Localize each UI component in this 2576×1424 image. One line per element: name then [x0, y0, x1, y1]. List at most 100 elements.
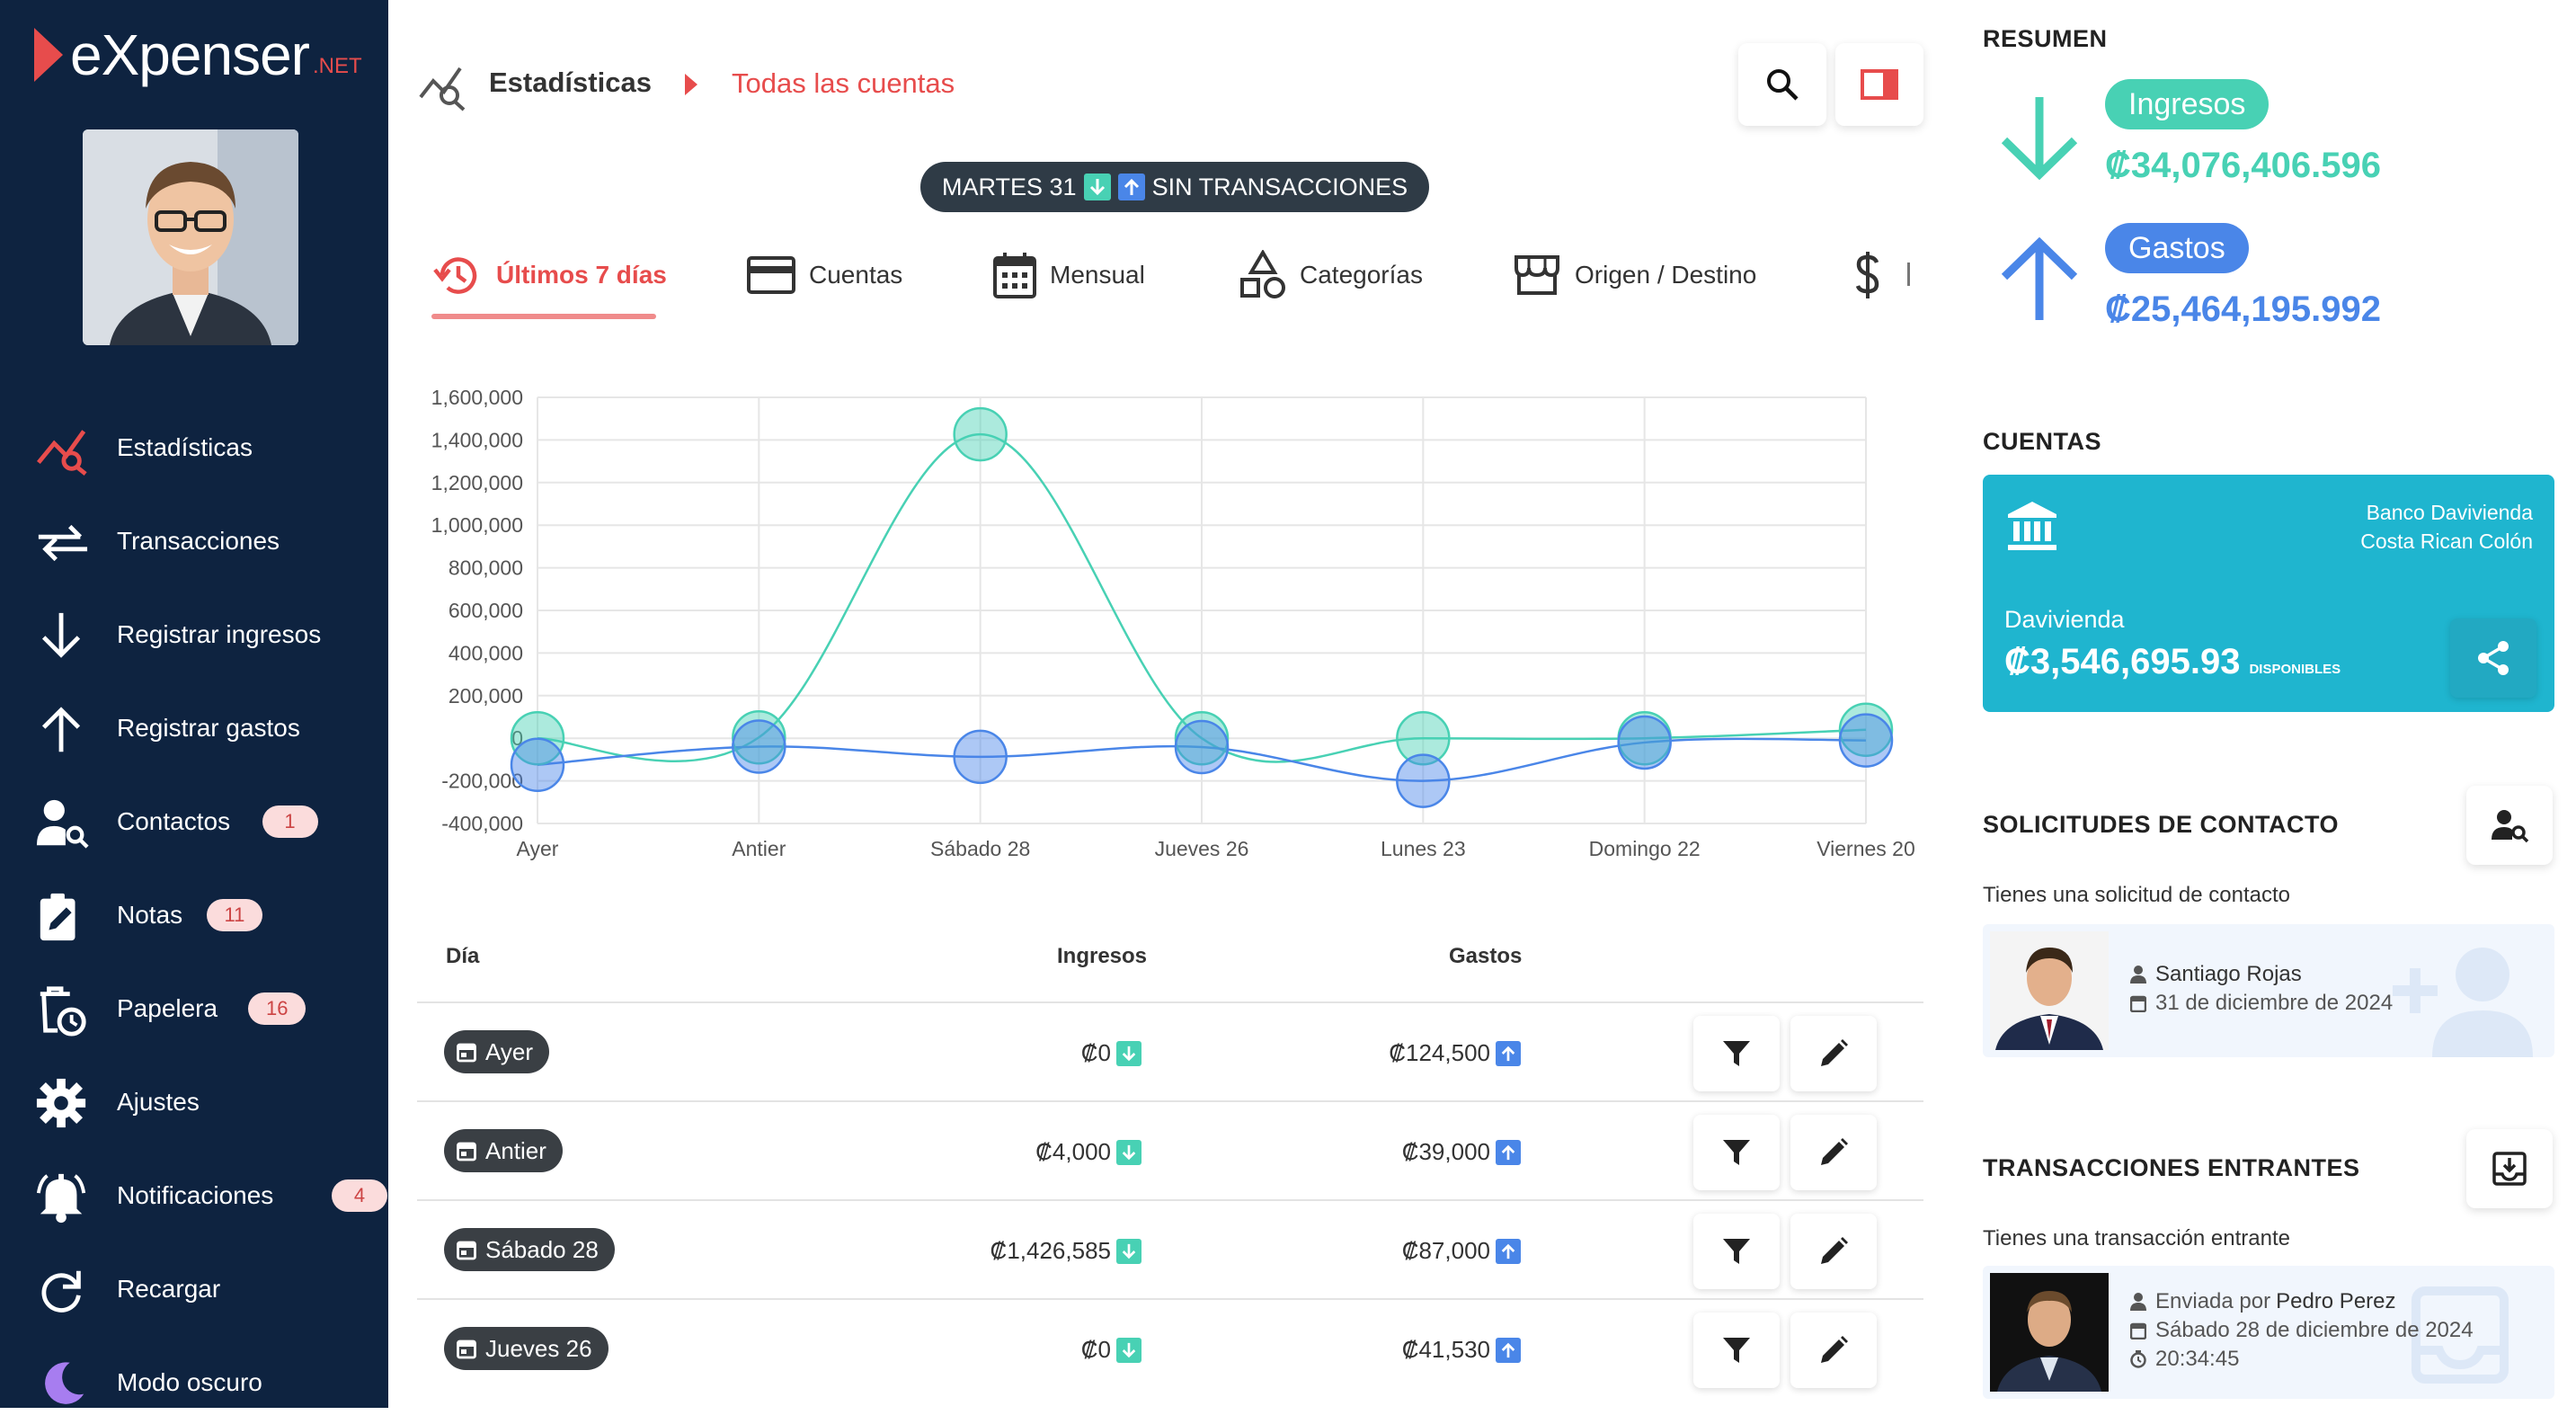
person-icon — [2130, 966, 2146, 983]
account-card[interactable]: Banco Davivienda Costa Rican Colón Daviv… — [1983, 475, 2554, 712]
contact-requests-title: SOLICITUDES DE CONTACTO — [1983, 811, 2340, 838]
tab-more[interactable] — [1852, 248, 1896, 302]
expense-total: ₡25,464,195.992 — [2105, 289, 2381, 329]
edit-button[interactable] — [1790, 1115, 1877, 1190]
sidebar-item-label: Recargar — [117, 1275, 221, 1303]
contact-requests-button[interactable] — [2466, 786, 2553, 865]
bell-icon — [36, 1173, 86, 1224]
table-row[interactable]: Jueves 26 ₡0 ₡41,530 — [417, 1298, 1923, 1395]
account-currency: Costa Rican Colón — [2360, 530, 2533, 553]
column-header-day[interactable]: Día — [446, 944, 480, 968]
calendar-small-icon — [457, 1142, 476, 1161]
contact-requests-subtitle: Tienes una solicitud de contacto — [1983, 883, 2290, 907]
data-point — [732, 719, 786, 774]
breadcrumb-accounts[interactable]: Todas las cuentas — [732, 67, 955, 99]
sidebar-item-gear[interactable]: Ajustes — [0, 1061, 388, 1144]
x-tick-label: Antier — [732, 837, 786, 860]
sidebar-item-bell[interactable]: Notificaciones 4 — [0, 1154, 388, 1237]
sidebar-item-reload[interactable]: Recargar — [0, 1248, 388, 1331]
tab-monthly[interactable]: Mensual — [992, 248, 1145, 302]
transfer-icon — [38, 524, 88, 562]
tab-label: Mensual — [1050, 261, 1145, 289]
y-tick-label: 200,000 — [449, 684, 523, 708]
arrow-up-icon — [41, 707, 81, 752]
sidebar-item-arrow-up[interactable]: Registrar gastos — [0, 687, 388, 770]
date-pill-status: SIN TRANSACCIONES — [1151, 173, 1408, 200]
sidebar-item-chart-search[interactable]: Estadísticas — [0, 406, 388, 489]
contact-request-card[interactable]: Santiago Rojas 31 de diciembre de 2024 — [1983, 924, 2554, 1057]
tab-origin-destination[interactable]: Origen / Destino — [1512, 248, 1756, 302]
expense-arrow-icon — [1496, 1337, 1521, 1363]
history-icon — [433, 257, 477, 294]
sidebar-item-transfer[interactable]: Transacciones — [0, 500, 388, 583]
pencil-icon — [1821, 1138, 1848, 1165]
column-header-income[interactable]: Ingresos — [1057, 944, 1148, 968]
logo-triangle-icon — [34, 28, 63, 82]
y-tick-label: -200,000 — [441, 770, 523, 793]
sidebar-item-trash-clock[interactable]: Papelera 16 — [0, 967, 388, 1050]
sidebar-item-moon[interactable]: Modo oscuro — [0, 1341, 388, 1424]
income-cell: ₡0 — [1081, 1336, 1141, 1364]
share-account-button[interactable] — [2450, 619, 2536, 698]
filter-button[interactable] — [1693, 1214, 1780, 1289]
table-row[interactable]: Antier ₡4,000 ₡39,000 — [417, 1100, 1923, 1197]
gear-icon — [36, 1078, 86, 1128]
sidebar-item-arrow-down[interactable]: Registrar ingresos — [0, 593, 388, 676]
filter-button[interactable] — [1693, 1115, 1780, 1190]
incoming-transaction-card[interactable]: Enviada por Pedro Perez Sábado 28 de dic… — [1983, 1266, 2554, 1399]
day-pill[interactable]: Ayer — [444, 1030, 549, 1073]
pencil-icon — [1821, 1336, 1848, 1363]
sidebar-item-badge: 4 — [332, 1179, 387, 1212]
table-row[interactable]: Ayer ₡0 ₡124,500 — [417, 1001, 1923, 1099]
calendar-small-icon — [457, 1043, 476, 1063]
expense-value: ₡87,000 — [1401, 1237, 1490, 1264]
search-button[interactable] — [1738, 43, 1826, 126]
edit-button[interactable] — [1790, 1016, 1877, 1091]
sidebar-item-badge: 11 — [206, 899, 263, 931]
tab-accounts[interactable]: Cuentas — [746, 248, 902, 302]
filter-button[interactable] — [1693, 1016, 1780, 1091]
dollar-icon — [1855, 252, 1879, 298]
avatar-person-icon — [83, 129, 298, 345]
edit-button[interactable] — [1790, 1313, 1877, 1388]
y-tick-label: 400,000 — [449, 641, 523, 664]
day-pill[interactable]: Sábado 28 — [444, 1228, 615, 1271]
brand-logo[interactable]: eXpenser .NET — [34, 22, 362, 87]
day-pill[interactable]: Antier — [444, 1129, 563, 1172]
date-pill[interactable]: MARTES 31 SIN TRANSACCIONES — [920, 162, 1430, 212]
y-tick-label: -400,000 — [441, 812, 523, 835]
tabs-overflow-indicator — [1907, 263, 1910, 286]
sender-avatar — [1990, 1273, 2109, 1392]
expense-value: ₡124,500 — [1389, 1039, 1490, 1066]
day-label: Ayer — [485, 1037, 533, 1065]
avatar[interactable] — [83, 129, 298, 345]
day-pill[interactable]: Jueves 26 — [444, 1327, 608, 1370]
y-tick-label: 1,000,000 — [431, 513, 523, 537]
tab-categories[interactable]: Categorías — [1239, 248, 1423, 302]
filter-button[interactable] — [1693, 1313, 1780, 1388]
column-header-expense[interactable]: Gastos — [1449, 944, 1523, 968]
transaction-date: Sábado 28 de diciembre de 2024 — [2155, 1318, 2474, 1342]
table-row[interactable]: Sábado 28 ₡1,426,585 ₡87,000 — [417, 1199, 1923, 1296]
data-point — [1396, 710, 1451, 766]
income-total: ₡34,076,406.596 — [2105, 146, 2381, 185]
sidebar-item-note-edit[interactable]: Notas 11 — [0, 874, 388, 957]
tab-last-7-days[interactable]: Últimos 7 días — [431, 248, 667, 302]
toggle-panel-button[interactable] — [1835, 43, 1923, 126]
edit-button[interactable] — [1790, 1214, 1877, 1289]
account-balance: ₡3,546,695.93 — [2004, 642, 2241, 681]
incoming-transactions-button[interactable] — [2466, 1129, 2553, 1208]
calendar-small-icon — [2130, 995, 2146, 1012]
transaction-time: 20:34:45 — [2155, 1347, 2240, 1371]
account-bank: Banco Davivienda — [2366, 501, 2533, 524]
person-icon — [2130, 1293, 2146, 1311]
x-tick-label: Sábado 28 — [930, 837, 1030, 860]
y-tick-label: 600,000 — [449, 599, 523, 622]
income-arrow-icon — [1116, 1139, 1141, 1165]
y-tick-label: 1,400,000 — [431, 428, 523, 451]
income-value: ₡0 — [1080, 1336, 1111, 1363]
y-tick-label: 1,600,000 — [431, 386, 523, 409]
sidebar-item-user-search[interactable]: Contactos 1 — [0, 780, 388, 863]
x-tick-label: Viernes 20 — [1817, 837, 1915, 860]
series-line-0 — [537, 432, 1867, 763]
